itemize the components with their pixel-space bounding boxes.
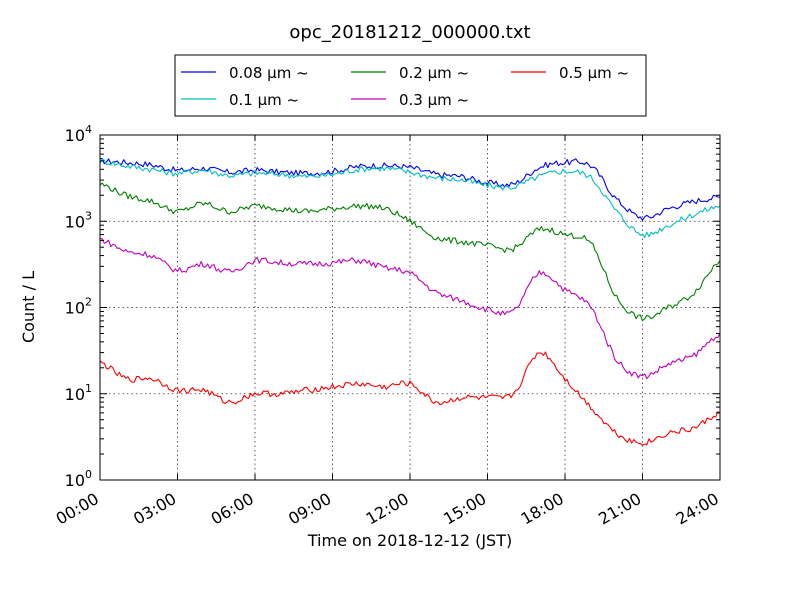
legend: 0.08 μm ~ 0.2 μm ~ 0.5 μm ~ 0.1 μm ~ 0.3 μm …: [174, 54, 647, 117]
series-line: [99, 238, 721, 380]
y-axis-label: Count / L: [19, 271, 38, 343]
chart-title: opc_20181212_000000.txt: [289, 22, 530, 43]
legend-label: 0.2 μm ~: [399, 64, 469, 82]
legend-box: [174, 54, 647, 117]
series-line: [99, 182, 721, 322]
series-line: [99, 157, 721, 221]
legend-label: 0.1 μm ~: [229, 91, 299, 109]
legend-label: 0.08 μm ~: [229, 64, 309, 82]
series-lines: [99, 157, 721, 446]
x-axis-label: Time on 2018-12-12 (JST): [307, 531, 512, 550]
legend-label: 0.3 μm ~: [399, 91, 469, 109]
series-line: [99, 158, 721, 239]
series-line: [99, 351, 721, 446]
legend-label: 0.5 μm ~: [559, 64, 629, 82]
